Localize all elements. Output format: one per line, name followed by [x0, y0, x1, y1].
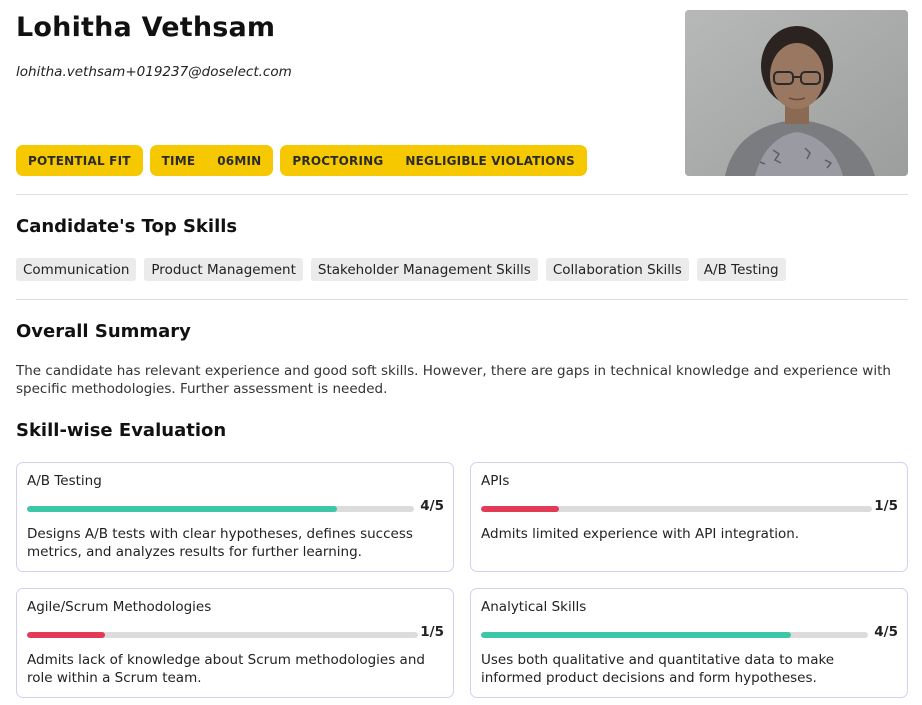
- score-track: [481, 506, 872, 512]
- score-track: [27, 632, 418, 638]
- time-badge-label: TIME: [161, 153, 196, 168]
- skill-chip: A/B Testing: [696, 258, 786, 281]
- skill-card: A/B Testing 4/5 Designs A/B tests with c…: [16, 462, 454, 572]
- fit-badge: POTENTIAL FIT: [16, 145, 143, 176]
- score-fill: [481, 506, 560, 512]
- score-value: 1/5: [420, 624, 444, 640]
- summary-title: Overall Summary: [16, 321, 191, 342]
- score-value: 4/5: [874, 624, 898, 640]
- skill-card-title: Agile/Scrum Methodologies: [27, 599, 212, 615]
- skill-card-description: Uses both qualitative and quantitative d…: [481, 652, 835, 686]
- skill-chip: Stakeholder Management Skills: [310, 258, 538, 281]
- header-divider: [16, 194, 908, 195]
- fit-badge-label: POTENTIAL FIT: [28, 153, 131, 168]
- skill-card: Agile/Scrum Methodologies 1/5 Admits lac…: [16, 588, 454, 698]
- skill-card: Analytical Skills 4/5 Uses both qualitat…: [470, 588, 908, 698]
- candidate-header: Lohitha Vethsam lohitha.vethsam+019237@d…: [16, 10, 908, 176]
- proctoring-badge: PROCTORING NEGLIGIBLE VIOLATIONS: [280, 145, 587, 176]
- skill-card-description: Designs A/B tests with clear hypotheses,…: [27, 526, 413, 560]
- time-badge-value: 06MIN: [217, 153, 262, 168]
- skill-card: APIs 1/5 Admits limited experience with …: [470, 462, 908, 572]
- skill-chip: Communication: [16, 258, 137, 281]
- score-value: 4/5: [420, 498, 444, 514]
- candidate-email: lohitha.vethsam+019237@doselect.com: [16, 64, 292, 80]
- score-value: 1/5: [874, 498, 898, 514]
- skill-card-title: APIs: [481, 473, 510, 489]
- skill-chip: Collaboration Skills: [545, 258, 689, 281]
- skill-card-description: Admits limited experience with API integ…: [481, 526, 800, 542]
- skill-card-title: Analytical Skills: [481, 599, 587, 615]
- proctoring-badge-label: PROCTORING: [292, 153, 384, 168]
- summary-text: The candidate has relevant experience an…: [16, 363, 891, 397]
- candidate-photo-image: [685, 10, 908, 176]
- score-fill: [27, 632, 106, 638]
- candidate-name: Lohitha Vethsam: [16, 12, 276, 43]
- status-badges: POTENTIAL FIT TIME 06MIN PROCTORING NEGL…: [16, 145, 587, 176]
- score-track: [481, 632, 868, 638]
- top-skills-list: Communication Product Management Stakeho…: [16, 258, 786, 281]
- score-fill: [481, 632, 791, 638]
- time-badge: TIME 06MIN: [149, 145, 274, 176]
- top-skills-title: Candidate's Top Skills: [16, 216, 238, 237]
- score-fill: [27, 506, 337, 512]
- proctoring-badge-value: NEGLIGIBLE VIOLATIONS: [405, 153, 575, 168]
- skill-card-description: Admits lack of knowledge about Scrum met…: [27, 652, 425, 686]
- skills-divider: [16, 299, 908, 300]
- candidate-photo: [685, 10, 908, 176]
- evaluation-title: Skill-wise Evaluation: [16, 420, 227, 441]
- skill-chip: Product Management: [144, 258, 303, 281]
- score-track: [27, 506, 414, 512]
- skill-card-title: A/B Testing: [27, 473, 102, 489]
